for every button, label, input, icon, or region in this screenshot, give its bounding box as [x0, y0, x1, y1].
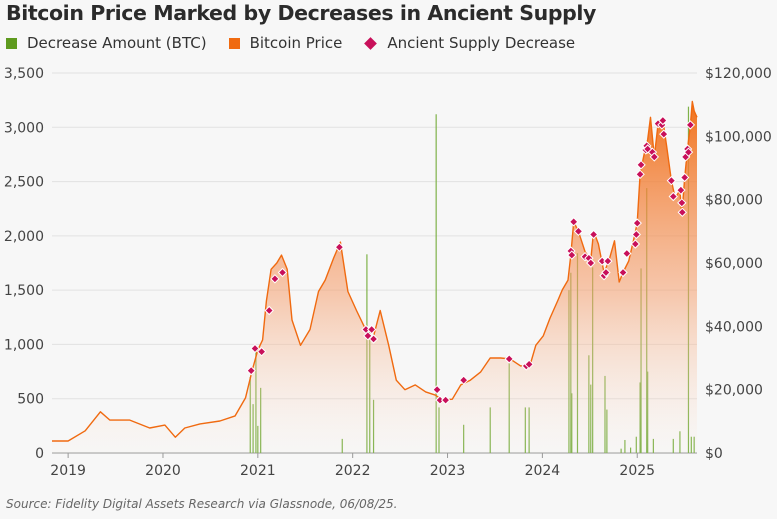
ancient-supply-marker [603, 256, 613, 266]
source-note: Source: Fidelity Digital Assets Research… [6, 497, 398, 511]
y-right-tick-label: $80,000 [705, 193, 763, 209]
legend-item-decrease-amount: Decrease Amount (BTC) [6, 34, 207, 52]
x-tick-label: 2024 [525, 463, 561, 479]
ancient-supply-marker [632, 218, 642, 228]
legend-swatch-green [6, 37, 17, 49]
legend-item-ancient-supply: Ancient Supply Decrease [364, 34, 575, 52]
ancient-supply-marker [524, 359, 534, 370]
y-right-tick-label: $60,000 [705, 256, 763, 272]
ancient-supply-marker [366, 324, 377, 335]
chart-title: Bitcoin Price Marked by Decreases in Anc… [6, 1, 597, 25]
ancient-supply-marker [676, 185, 686, 195]
ancient-supply-marker [586, 258, 596, 268]
ancient-supply-marker [618, 267, 628, 278]
price-line [52, 100, 698, 442]
y-left-tick-label: 2,000 [4, 229, 44, 245]
y-left-tick-label: 3,500 [4, 66, 44, 82]
legend: Decrease Amount (BTC) Bitcoin Price Anci… [6, 34, 575, 52]
ancient-supply-marker [270, 274, 280, 284]
ancient-supply-marker [659, 129, 669, 139]
price-area [52, 101, 697, 453]
legend-swatch-orange [228, 37, 240, 49]
ancient-supply-marker [246, 365, 256, 376]
ancient-supply-marker [677, 207, 688, 218]
ancient-supply-marker [685, 120, 696, 130]
y-right-tick-label: $40,000 [705, 319, 763, 335]
ancient-supply-marker [504, 354, 514, 364]
ancient-supply-marker [677, 198, 687, 208]
ancient-supply-marker [458, 375, 469, 385]
legend-label: Decrease Amount (BTC) [27, 34, 207, 52]
ancient-supply-marker [440, 395, 451, 405]
ancient-supply-marker [277, 267, 288, 278]
ancient-supply-marker [432, 384, 442, 395]
ancient-supply-marker [630, 239, 641, 249]
y-right-tick-label: $0 [705, 446, 723, 462]
ancient-supply-marker [668, 191, 678, 202]
y-left-tick-label: 2,500 [4, 175, 44, 191]
x-tick-label: 2021 [240, 463, 276, 479]
ancient-supply-marker [573, 226, 584, 237]
ancient-supply-marker [568, 217, 579, 227]
ancient-supply-marker [683, 147, 694, 157]
y-right-tick-label: $20,000 [705, 383, 763, 399]
legend-label: Bitcoin Price [249, 34, 343, 52]
ancient-supply-marker [264, 305, 274, 316]
ancient-supply-marker [363, 331, 373, 341]
x-tick-label: 2019 [50, 463, 86, 479]
y-left-tick-label: 1,500 [4, 283, 44, 299]
ancient-supply-marker [622, 248, 632, 259]
ancient-supply-marker [588, 229, 599, 240]
legend-label: Ancient Supply Decrease [387, 34, 576, 52]
ancient-supply-marker [601, 267, 611, 278]
y-right-tick-label: $100,000 [705, 129, 772, 145]
x-tick-label: 2022 [335, 463, 371, 479]
x-tick-label: 2020 [145, 463, 181, 479]
ancient-supply-marker [631, 229, 642, 240]
ancient-supply-marker [256, 346, 267, 357]
y-left-tick-label: 0 [35, 446, 44, 462]
ancient-supply-marker [250, 343, 260, 354]
decrease-bar [435, 114, 437, 453]
legend-item-bitcoin-price: Bitcoin Price [228, 34, 343, 52]
y-right-tick-label: $120,000 [705, 66, 772, 82]
ancient-supply-marker [636, 160, 646, 170]
y-left-tick-label: 500 [17, 392, 44, 408]
ancient-supply-marker [567, 250, 577, 260]
x-tick-label: 2023 [430, 463, 466, 479]
ancient-supply-marker [635, 169, 645, 180]
ancient-supply-marker [649, 152, 660, 162]
y-left-tick-label: 1,000 [4, 337, 44, 353]
ancient-supply-marker [666, 175, 677, 186]
y-left-tick-label: 3,000 [4, 120, 44, 136]
ancient-supply-marker [334, 242, 345, 252]
x-tick-label: 2025 [619, 463, 655, 479]
ancient-supply-marker [679, 172, 690, 183]
ancient-supply-marker [368, 334, 379, 344]
ancient-supply-marker [658, 115, 668, 126]
